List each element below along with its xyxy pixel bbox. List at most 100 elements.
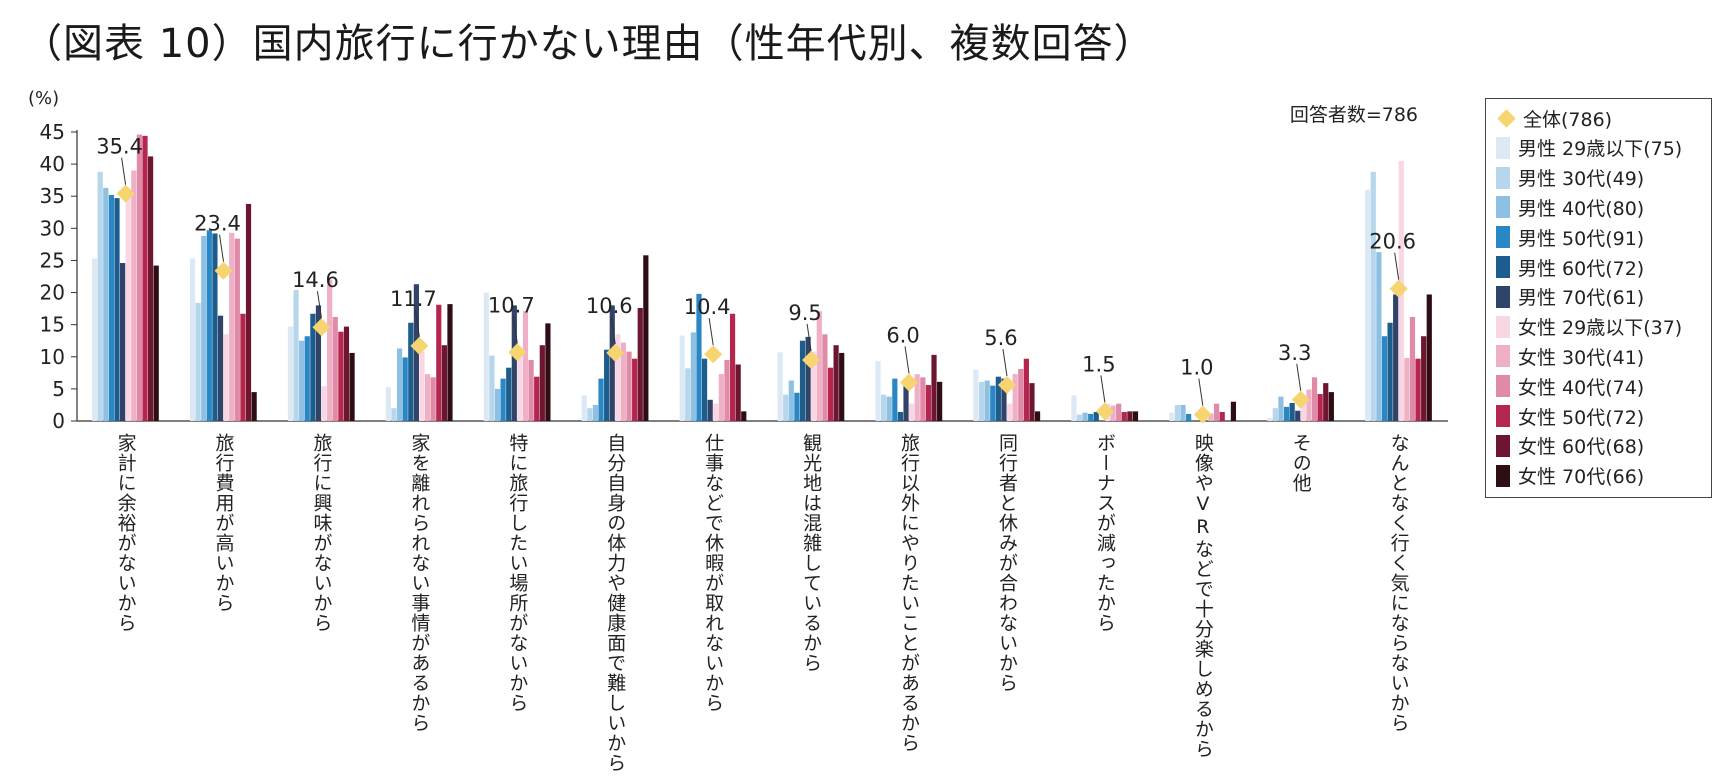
overall-marker [704,345,723,364]
leader-line [1198,378,1204,406]
bar [925,385,932,421]
bar [897,412,904,421]
bar [1300,403,1306,421]
bar [1180,404,1186,421]
bar [343,326,350,421]
overall-value-label: 35.4 [96,135,143,159]
overall-value-label: 20.6 [1369,230,1416,254]
category-label: 旅行以外にやりたいことがあるから [898,433,920,753]
bar [713,403,719,421]
bar [545,323,551,421]
legend-swatch [1496,375,1510,398]
bar [833,345,839,421]
legend-label: 男性 70代(61) [1518,287,1645,310]
bar [718,374,724,421]
bar [1393,294,1399,421]
bar [494,388,501,421]
bar [741,411,747,421]
category-label: ボーナスが減ったから [1094,433,1116,633]
bar [978,381,985,421]
bar [805,336,811,421]
legend-item: 女性 50代(72) [1496,403,1644,429]
bar [1328,392,1334,421]
legend: 全体(786) 男性 29歳以下(75) 男性 30代(49) 男性 40代(80) 男… [1485,98,1712,498]
bar [1018,368,1024,421]
category-label: 映像やVRなどで十分楽しめるから [1192,433,1214,759]
y-tick-label: 45 [40,120,65,144]
bar [1230,401,1237,421]
overall-value-label: 9.5 [788,301,821,325]
overall-value-label: 10.4 [684,295,731,319]
bar [1214,403,1220,421]
leader-line [414,309,420,337]
bar [522,311,529,421]
category-label: 観光地は混雑しているから [800,433,822,673]
category-label: 仕事などで休暇が取れないから [702,433,724,713]
legend-label: 女性 50代(72) [1518,406,1645,429]
overall-value-label: 23.4 [194,212,241,236]
bar [875,361,881,421]
legend-swatch [1496,345,1510,368]
bar [620,342,627,421]
bar [299,340,305,421]
bar [931,354,937,421]
bar [937,381,943,421]
bar [816,311,822,421]
bar [1116,403,1122,421]
bar [321,386,327,421]
legend-swatch [1496,464,1510,487]
bar [131,170,137,421]
overall-marker [116,184,135,203]
legend-swatch [1496,226,1510,249]
bar [701,358,708,421]
bar [724,359,730,421]
bar [1012,374,1018,421]
category-label: 家を離れられない事情があるから [408,433,430,733]
bar [777,352,783,421]
bar [1272,408,1278,421]
bar [990,385,996,421]
legend-label: 女性 40代(74) [1518,376,1645,399]
bar [783,394,789,421]
bar [1132,411,1139,421]
overall-marker [997,376,1016,395]
bar [413,284,419,421]
legend-swatch [1496,256,1510,278]
bar [914,374,920,421]
bar [811,351,817,421]
bar [483,292,489,421]
leader-line [806,323,812,352]
bar [1071,395,1077,421]
bar [615,334,621,421]
bar [402,357,408,421]
overall-value-label: 10.7 [488,293,535,317]
legend-swatch [1496,196,1510,219]
overall-marker [1193,405,1212,424]
bar [1376,252,1382,421]
bar [1023,358,1029,421]
y-tick-label: 10 [40,345,65,369]
bar [1169,412,1175,421]
bar [148,156,154,421]
bar [1088,413,1094,421]
category-label: 家計に余裕がないから [115,433,137,633]
legend-label: 男性 40代(80) [1518,197,1645,220]
bar [500,378,506,421]
bar [827,367,834,421]
bar [707,399,713,421]
page-title: （図表 10）国内旅行に行かない理由（性年代別、複数回答） [22,21,1155,67]
bar [1267,417,1273,421]
bar [1306,389,1312,421]
bar [251,392,257,421]
bar [108,194,114,421]
bar [1421,336,1427,421]
bar [142,135,148,421]
overall-marker [1095,402,1114,421]
bar [794,392,800,421]
bar [788,380,794,421]
legend-label: 女性 29歳以下(37) [1518,317,1683,340]
legend-label: 女性 70代(66) [1518,466,1645,489]
category-label: その他 [1290,433,1312,493]
legend-item: 女性 40代(74) [1496,373,1644,399]
legend-swatch [1496,136,1510,159]
